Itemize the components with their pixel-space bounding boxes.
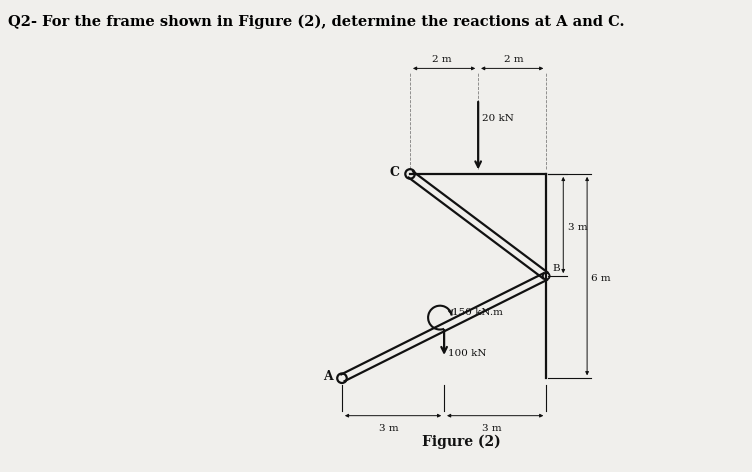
Text: A: A: [323, 370, 333, 383]
Text: C: C: [390, 166, 399, 179]
Text: 150 kN.m: 150 kN.m: [452, 308, 502, 317]
Text: 3 m: 3 m: [481, 424, 501, 433]
Text: 3 m: 3 m: [380, 424, 399, 433]
Text: 6 m: 6 m: [591, 274, 611, 283]
Text: 2 m: 2 m: [504, 55, 523, 64]
Text: B: B: [553, 264, 560, 273]
Text: 100 kN: 100 kN: [447, 349, 486, 358]
Text: 20 kN: 20 kN: [481, 114, 514, 123]
Text: Figure (2): Figure (2): [422, 435, 501, 449]
Text: 3 m: 3 m: [569, 223, 588, 232]
Text: Q2- For the frame shown in Figure (2), determine the reactions at A and C.: Q2- For the frame shown in Figure (2), d…: [8, 14, 624, 28]
Text: 2 m: 2 m: [432, 55, 452, 64]
